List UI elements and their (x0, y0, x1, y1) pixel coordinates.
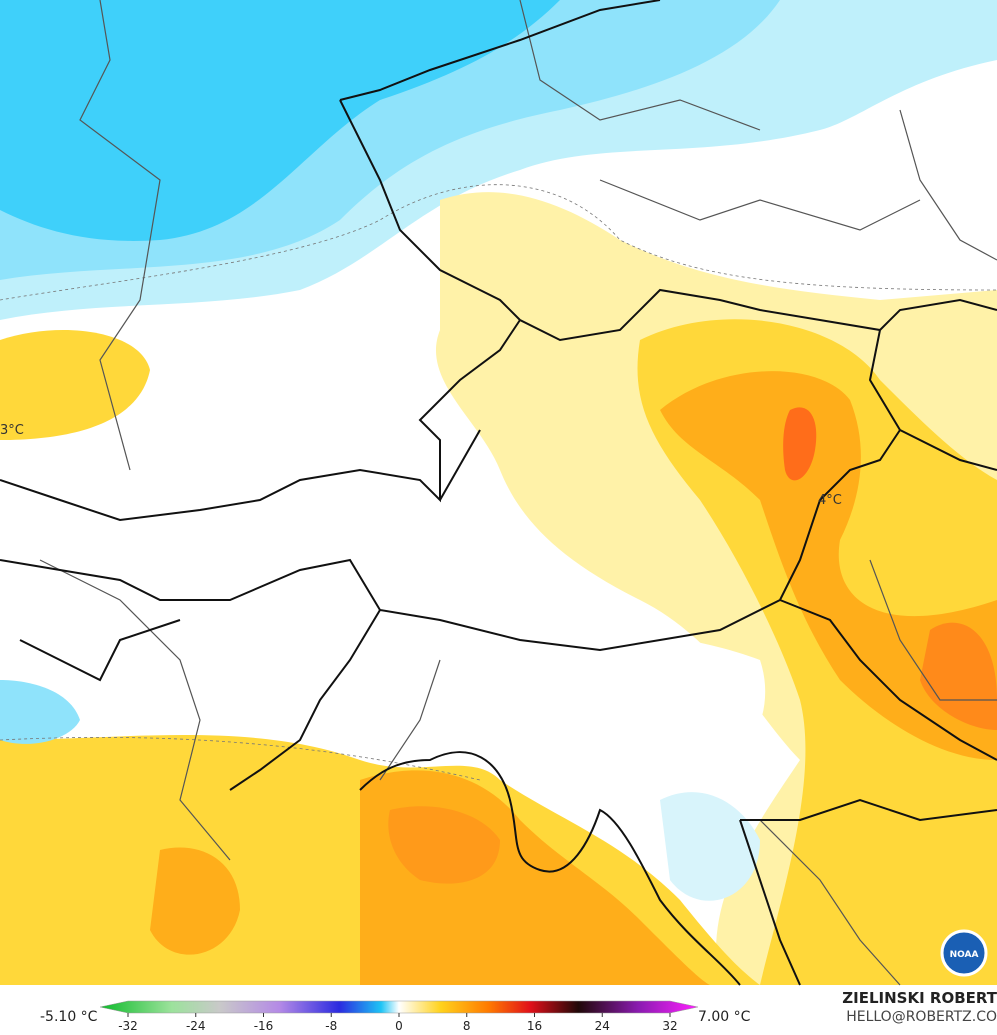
hottest-area (783, 407, 817, 481)
colorbar-tick-label: 32 (662, 1019, 677, 1033)
map-label: 4°C (818, 493, 842, 508)
coldest-area (0, 0, 560, 241)
colorbar-tick-label: -8 (325, 1019, 337, 1033)
colorbar-tick-label: -32 (118, 1019, 138, 1033)
colorbar-max: 7.00 °C (698, 1009, 751, 1025)
colorbar-tick-label: -24 (186, 1019, 206, 1033)
colorbar-tick-label: 8 (463, 1019, 471, 1033)
contour-line (0, 184, 997, 301)
hot-area (920, 622, 997, 730)
colorbar-tick-label: 0 (395, 1019, 403, 1033)
colorbar-tick-label: 24 (595, 1019, 610, 1033)
land-area (480, 629, 766, 793)
credit-name: ZIELINSKI ROBERT (842, 989, 997, 1007)
sea-hot-area (388, 806, 500, 884)
logo: NOAA (940, 929, 988, 977)
warmer-area (637, 319, 997, 985)
map-label: 3°C (0, 423, 24, 438)
cool-area (660, 792, 760, 901)
credit-email: HELLO@ROBERTZ.CO (846, 1009, 997, 1025)
region-borders (39, 0, 997, 986)
cold-area (0, 680, 80, 744)
country-borders (0, 0, 997, 986)
hot-area (150, 847, 240, 955)
colorbar-tick-label: -16 (254, 1019, 274, 1033)
hot-area (660, 371, 997, 760)
colorbar-tick-label: 16 (527, 1019, 542, 1033)
colorbar-ramp (99, 1000, 699, 1014)
colorbar: -5.10 °C 7.00 °C -32 -24 -16 -8 0 8 16 24 32 (40, 1000, 751, 1033)
logo-text: NOAA (950, 950, 979, 960)
colorbar-min: -5.10 °C (40, 1009, 98, 1025)
warm-area (0, 330, 150, 440)
contour-line (0, 736, 481, 781)
map: 3°C 4°C NOAA (0, 0, 997, 986)
